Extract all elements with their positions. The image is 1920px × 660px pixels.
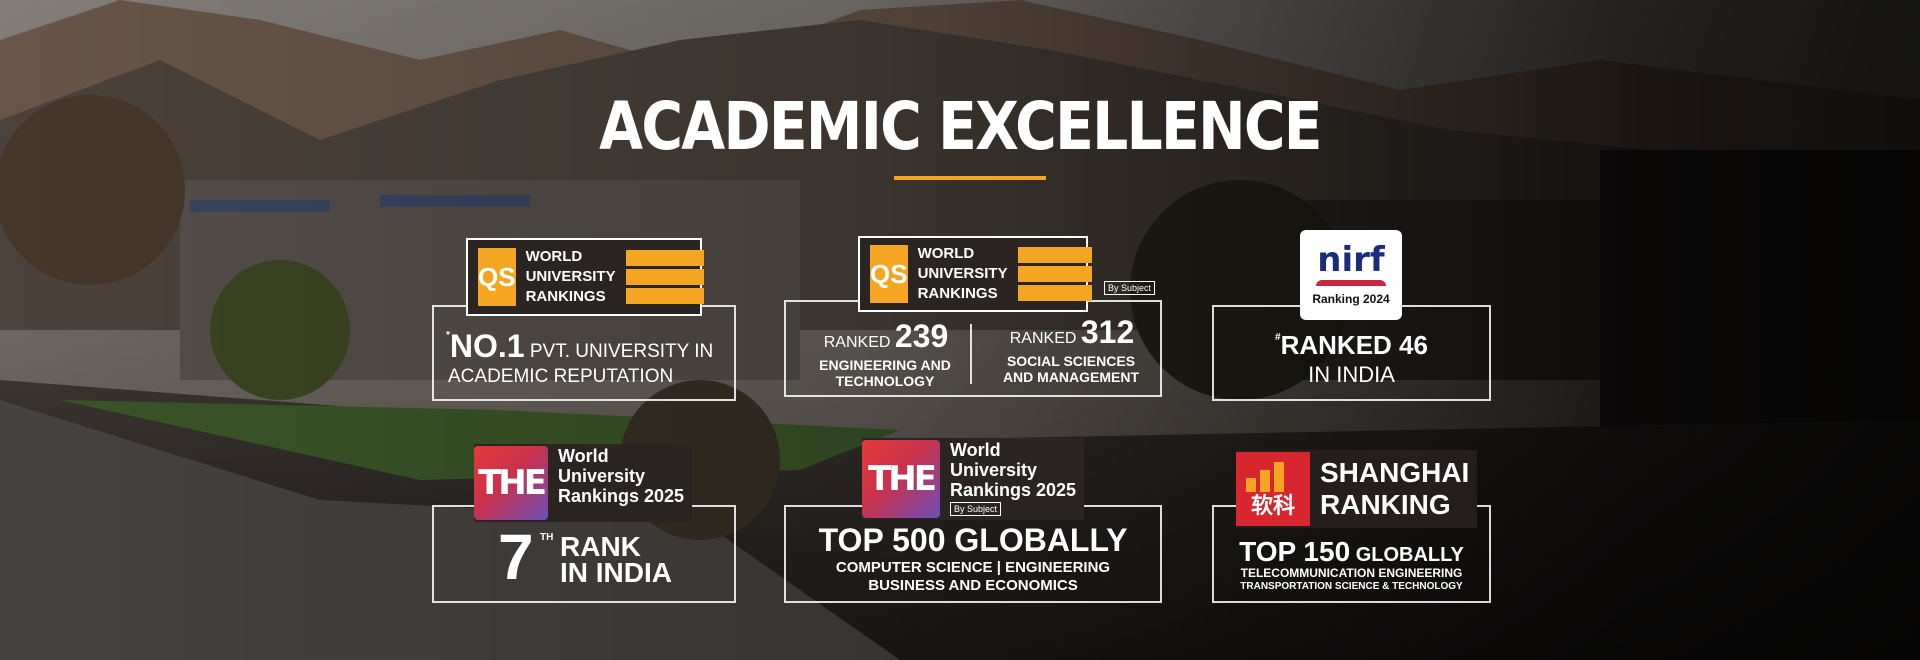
card2-right-line1: SOCIAL SCIENCES	[1006, 353, 1136, 369]
qs-word-university: UNIVERSITY	[917, 265, 1008, 282]
the-word-rankings: Rankings 2025	[950, 480, 1077, 500]
qs-word-world: WORLD	[917, 245, 975, 262]
the-badge-icon: THE	[474, 446, 548, 520]
nirf-logo: nirf Ranking 2024	[1300, 230, 1402, 320]
card4-line1: RANK	[560, 531, 641, 562]
the-word-world: World	[950, 440, 1001, 460]
shanghai-word-1: SHANGHAI	[1320, 457, 1470, 488]
qs-bars-icon	[1017, 247, 1092, 301]
by-subject-badge: By Subject	[950, 502, 1002, 516]
card4-sup: TH	[540, 532, 554, 543]
card2-left-number: 239	[894, 318, 949, 354]
card2-right-ranked: RANKED 312	[1009, 314, 1135, 350]
card4-line2: IN INDIA	[560, 557, 672, 588]
title-underline	[894, 176, 1046, 180]
shanghai-badge-chars: 软科	[1250, 494, 1295, 519]
card3-line1: #RANKED 46	[1275, 330, 1428, 360]
card2-right-line2: AND MANAGEMENT	[1002, 369, 1140, 385]
qs-word-world: WORLD	[525, 248, 583, 265]
card3-line2: IN INDIA	[1308, 362, 1395, 387]
nirf-logo-word: nirf	[1317, 240, 1385, 280]
the-word-university: University	[950, 460, 1038, 480]
card1-line2: ACADEMIC REPUTATION	[448, 366, 674, 387]
card5-line3: BUSINESS AND ECONOMICS	[868, 577, 1078, 594]
the-word-world: World	[558, 446, 609, 466]
the-badge-icon: THE	[862, 440, 940, 518]
card1-big: NO.1	[449, 328, 525, 364]
qs-subject-logo: QS WORLD UNIVERSITY RANKINGS	[858, 236, 1092, 312]
card2-right-number: 312	[1080, 314, 1135, 350]
nirf-wave-icon	[1316, 280, 1386, 286]
shanghai-word-2: RANKING	[1320, 489, 1451, 520]
qs-bars-icon	[625, 250, 704, 304]
shanghai-logo: 软科 SHANGHAI RANKING	[1236, 450, 1478, 528]
card5-line1: TOP 500 GLOBALLY	[818, 522, 1128, 558]
qs-word-rankings: RANKINGS	[525, 288, 606, 305]
the-subject-logo: THE World University Rankings 2025	[862, 438, 1085, 520]
card2-left-line1: ENGINEERING AND	[819, 357, 951, 373]
the-word-university: University	[558, 466, 646, 486]
qs-badge-icon: QS	[870, 245, 908, 303]
the-word-rankings: Rankings 2025	[558, 486, 685, 506]
page-title: ACADEMIC EXCELLENCE	[599, 88, 1322, 165]
card6-line1: TOP 150 GLOBALLY	[1239, 536, 1464, 567]
card4-number: 7	[498, 521, 534, 593]
card5-line2: COMPUTER SCIENCE | ENGINEERING	[835, 559, 1111, 576]
card6-line3: TRANSPORTATION SCIENCE & TECHNOLOGY	[1240, 581, 1463, 592]
card2-left-line2: TECHNOLOGY	[835, 373, 935, 389]
nirf-year: Ranking 2024	[1312, 292, 1390, 306]
by-subject-badge: By Subject	[1104, 281, 1156, 295]
card2-divider	[970, 324, 972, 384]
shanghai-badge-icon: 软科	[1236, 452, 1310, 526]
the-logo: THE World University Rankings 2025	[474, 444, 693, 522]
card6-line2: TELECOMMUNICATION ENGINEERING	[1240, 566, 1463, 580]
qs-badge-icon: QS	[478, 248, 516, 306]
qs-word-university: UNIVERSITY	[525, 268, 616, 285]
card1-line1: *NO.1 PVT. UNIVERSITY IN	[446, 328, 714, 364]
card1-rest: PVT. UNIVERSITY IN	[524, 341, 714, 362]
card2-left-ranked: RANKED 239	[823, 318, 949, 354]
qs-word-rankings: RANKINGS	[917, 285, 998, 302]
qs-logo: QS WORLD UNIVERSITY RANKINGS	[466, 238, 704, 316]
